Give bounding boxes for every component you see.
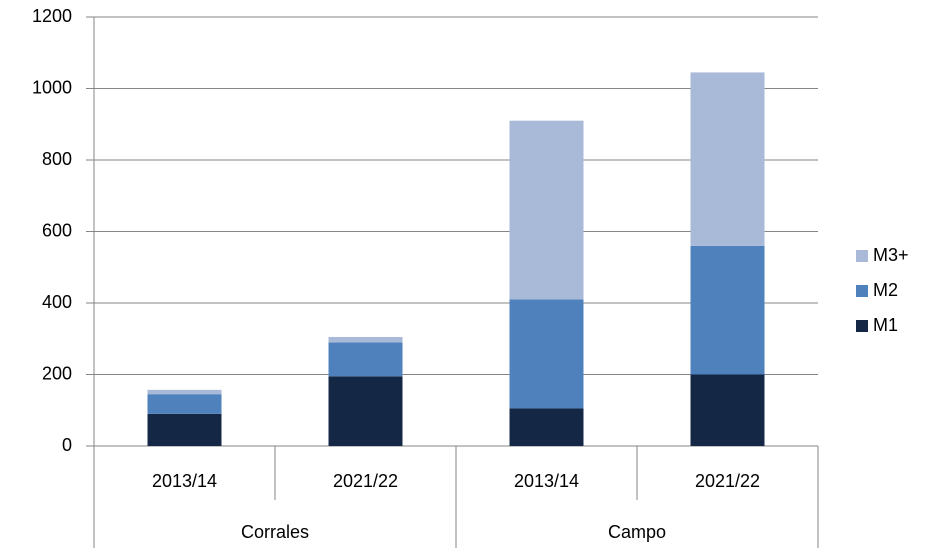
bar-segment [690, 374, 765, 446]
legend-swatch [856, 250, 868, 262]
bar-segment [690, 72, 765, 246]
y-tick-label: 400 [42, 292, 72, 312]
x-tick-label: 2013/14 [152, 471, 217, 491]
bar-segment [147, 389, 222, 395]
x-tick-label: 2021/22 [695, 471, 760, 491]
y-tick-label: 600 [42, 220, 72, 240]
bar-segment [328, 336, 403, 343]
bar-segment [328, 342, 403, 377]
bar-segment [147, 394, 222, 414]
bar-segment [509, 408, 584, 446]
legend-label: M3+ [873, 245, 909, 265]
group-label: Corrales [241, 522, 309, 542]
y-tick-label: 200 [42, 363, 72, 383]
legend-label: M1 [873, 315, 898, 335]
bar-segment [509, 120, 584, 300]
x-tick-label: 2021/22 [333, 471, 398, 491]
bar-segment [147, 413, 222, 446]
bar-segment [690, 245, 765, 375]
y-tick-label: 1200 [32, 6, 72, 26]
y-tick-label: 800 [42, 149, 72, 169]
bar-segment [509, 299, 584, 409]
y-tick-label: 1000 [32, 77, 72, 97]
y-tick-label: 0 [62, 435, 72, 455]
legend-swatch [856, 320, 868, 332]
bar-segment [328, 376, 403, 446]
x-tick-label: 2013/14 [514, 471, 579, 491]
legend-swatch [856, 285, 868, 297]
group-label: Campo [608, 522, 666, 542]
legend-label: M2 [873, 280, 898, 300]
